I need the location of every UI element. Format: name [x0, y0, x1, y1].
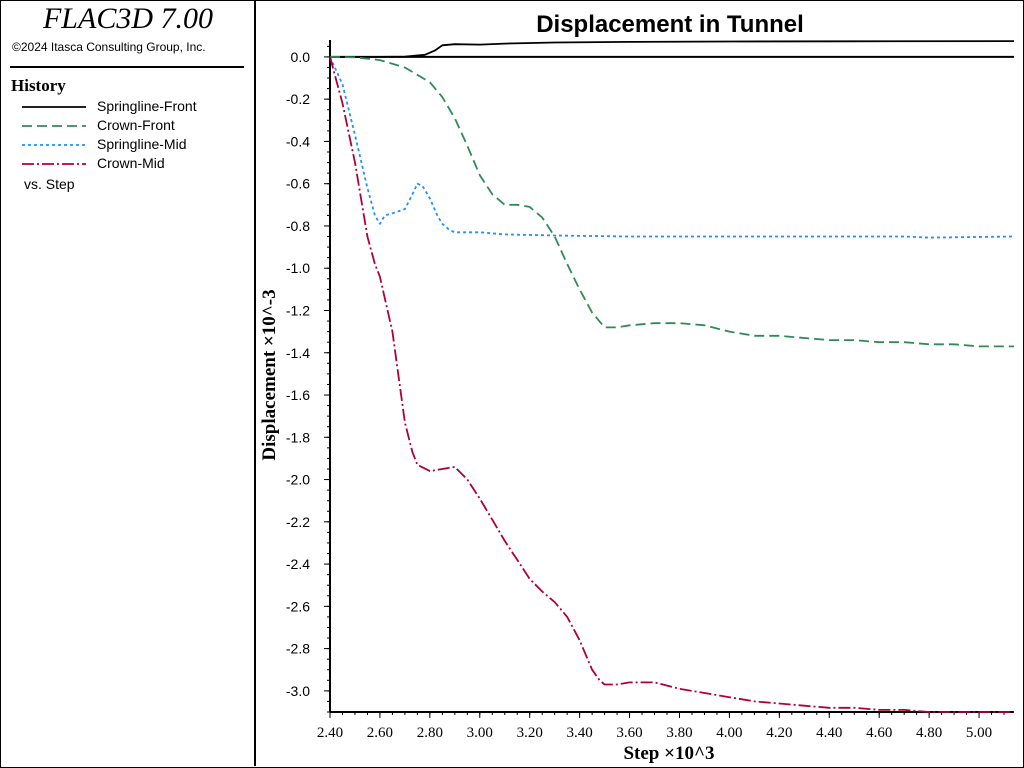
y-tick-label: -0.8 — [286, 218, 310, 234]
x-tick-label: 4.20 — [766, 725, 792, 741]
series-line-springline-mid — [329, 56, 1015, 239]
y-tick-label: -2.0 — [286, 472, 310, 488]
y-tick-label: -1.8 — [286, 429, 310, 445]
series-line-springline-front — [330, 40, 1015, 58]
copyright-text: ©2024 Itasca Consulting Group, Inc. — [12, 40, 206, 54]
vs-step-label: vs. Step — [24, 176, 75, 192]
y-tick-label: -1.4 — [286, 345, 310, 361]
x-tick-label: 5.00 — [966, 725, 992, 741]
x-tick-label: 4.80 — [916, 725, 942, 741]
chart-title: Displacement in Tunnel — [536, 11, 804, 38]
history-title: History — [11, 76, 66, 95]
x-tick-label: 3.00 — [467, 725, 493, 741]
x-tick-label: 2.40 — [317, 725, 343, 741]
x-tick-label: 3.20 — [517, 725, 543, 741]
legend-label: Crown-Mid — [97, 155, 165, 171]
x-tick-label: 3.60 — [616, 725, 642, 741]
app-title: FLAC3D 7.00 — [42, 2, 213, 35]
y-tick-label: -1.2 — [286, 302, 310, 318]
axes: 0.0 -0.2 -0.4 -0.6 -0.8 -1.0 -1.2 -1.4 -1.6 -1.8 -… — [286, 40, 1014, 741]
series-lines — [329, 40, 1015, 713]
legend-label: Springline-Mid — [97, 136, 187, 152]
legend-swatch — [22, 163, 86, 165]
legend-swatch — [22, 125, 86, 127]
x-tick-label: 2.60 — [367, 725, 393, 741]
y-tick-label: -3.0 — [286, 683, 310, 699]
legend-label: Springline-Front — [97, 98, 197, 114]
y-tick-label: -0.6 — [286, 176, 310, 192]
x-tick-label: 3.80 — [666, 725, 692, 741]
x-tick-label: 2.80 — [417, 725, 443, 741]
y-tick-label: -2.4 — [286, 556, 310, 572]
y-tick-label: 0.0 — [291, 49, 311, 65]
x-axis-label: Step ×10^3 — [623, 743, 714, 764]
y-tick-label: -0.4 — [286, 133, 310, 149]
y-axis-label: Displacement ×10^-3 — [259, 289, 280, 460]
x-tick-label: 3.40 — [567, 725, 593, 741]
y-tick-label: -1.0 — [286, 260, 310, 276]
chart-plot: Displacement in Tunnel Step ×10^3 Displa… — [259, 11, 1015, 764]
legend-label: Crown-Front — [97, 117, 175, 133]
panel-divider — [10, 66, 244, 68]
legend-swatch — [22, 144, 86, 146]
y-tick-label: -2.6 — [286, 598, 310, 614]
x-tick-label: 4.60 — [866, 725, 892, 741]
x-tick-label: 4.40 — [816, 725, 842, 741]
x-tick-label: 4.00 — [716, 725, 742, 741]
series-line-crown-mid — [329, 56, 1014, 713]
y-tick-label: -0.2 — [286, 91, 310, 107]
legend-panel: FLAC3D 7.00 ©2024 Itasca Consulting Grou… — [0, 0, 256, 766]
y-tick-label: -2.2 — [286, 514, 310, 530]
legend-swatch — [22, 106, 86, 108]
y-tick-label: -1.6 — [286, 387, 310, 403]
series-line-crown-front — [329, 56, 1014, 348]
y-tick-label: -2.8 — [286, 641, 310, 657]
